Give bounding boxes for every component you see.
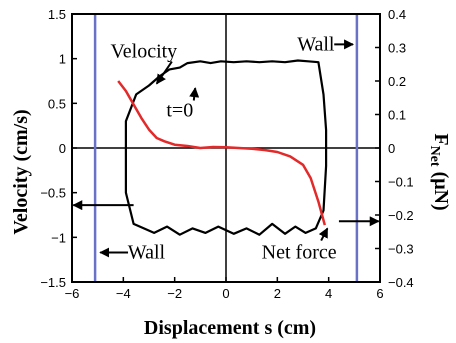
- y-right-tick-label-2: −0.2: [388, 208, 414, 223]
- y-right-tick-label-5: 0.1: [388, 108, 406, 123]
- y-left-tick-label-6: 1.5: [48, 7, 66, 22]
- x-tick-label-4: 2: [274, 286, 281, 301]
- y-left-axis-title: Velocity (cm/s): [10, 109, 32, 234]
- annotations-group: Velocity t=0 Wall Wall Net force: [72, 33, 380, 264]
- x-axis-title: Displacement s (cm): [144, 317, 316, 339]
- annotation-label-3: Wall: [128, 242, 166, 264]
- annotation-label-0: Velocity: [111, 41, 178, 63]
- y-right-tick-label-4: 0: [388, 141, 395, 156]
- annotation-label-1: t=0: [166, 99, 193, 121]
- series-line-1: [117, 80, 327, 226]
- y-left-tick-label-0: −1.5: [40, 275, 66, 290]
- y-left-tick-label-4: 0.5: [48, 96, 66, 111]
- series-line-0: [124, 59, 328, 236]
- y-right-title-sub: Net: [427, 146, 442, 167]
- ticks-group: −6 −4 −2 0 2 4 6 −1.5 −1 −0.5 0 0.5 1 1.5 −0.4 −0.3 −0.2…: [40, 7, 413, 301]
- x-tick-label-6: 6: [376, 286, 383, 301]
- x-tick-label-5: 4: [325, 286, 332, 301]
- series-group: [117, 59, 328, 236]
- x-tick-label-1: −4: [116, 286, 131, 301]
- annotation-label-4: Net force: [262, 242, 337, 264]
- x-tick-label-0: −6: [65, 286, 80, 301]
- y-left-tick-label-3: 0: [59, 141, 66, 156]
- annotation-arrow-1: [189, 87, 200, 101]
- walls-group: [93, 15, 359, 281]
- y-right-tick-label-3: −0.1: [388, 175, 414, 190]
- annotation-arrow-0: [155, 60, 173, 85]
- x-tick-label-3: 0: [222, 286, 229, 301]
- y-left-tick-label-5: 1: [59, 52, 66, 67]
- annotation-arrow-4: [318, 227, 329, 241]
- y-right-tick-label-0: −0.4: [388, 275, 414, 290]
- y-right-tick-label-1: −0.3: [388, 242, 414, 257]
- y-right-tick-label-6: 0.2: [388, 74, 406, 89]
- y-right-tick-label-7: 0.3: [388, 41, 406, 56]
- y-right-title-unit: (μN): [430, 167, 452, 211]
- y-left-tick-label-1: −1: [51, 230, 66, 245]
- y-right-tick-label-8: 0.4: [388, 7, 406, 22]
- annotation-label-2: Wall: [297, 33, 335, 55]
- x-tick-label-2: −2: [167, 286, 182, 301]
- y-right-axis-title: FNet (μN): [427, 133, 452, 210]
- y-left-tick-label-2: −0.5: [40, 186, 66, 201]
- y-right-title-main: F: [430, 133, 452, 145]
